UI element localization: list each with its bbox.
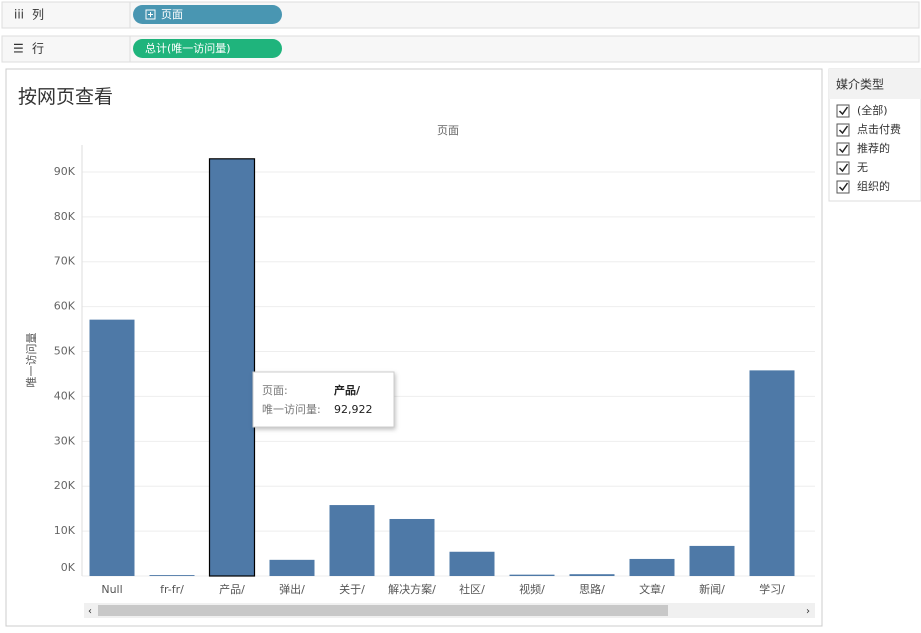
y-tick-label: 0K: [61, 561, 76, 574]
bar: [208, 158, 256, 577]
y-tick-label: 60K: [54, 300, 76, 313]
y-tick-label: 30K: [54, 434, 76, 447]
y-tick-label: 90K: [54, 165, 76, 178]
bar: [269, 559, 315, 576]
x-tick-label: 新闻/: [699, 582, 725, 596]
x-tick-label: 产品/: [219, 582, 245, 596]
x-tick-label: 社区/: [459, 582, 485, 596]
y-tick-label: 70K: [54, 255, 76, 268]
pill-label: 页面: [161, 8, 183, 21]
x-tick-label: 思路/: [579, 583, 605, 596]
x-tick-label: 弹出/: [279, 582, 305, 596]
tooltip-label: 唯一访问量:: [262, 403, 321, 416]
x-header: 页面: [437, 124, 459, 137]
bar: [329, 505, 375, 576]
x-tick-label: 学习/: [759, 582, 785, 596]
check: [838, 182, 849, 192]
bar: [509, 574, 555, 576]
x-tick-label: fr-fr/: [160, 583, 184, 596]
pill[interactable]: [133, 5, 282, 24]
bar: [689, 545, 735, 576]
shelf-label: 列: [32, 8, 44, 22]
pill-label: 总计(唯一访问量): [145, 41, 231, 55]
y-axis-title: 唯一访问量: [25, 333, 38, 388]
shelf-label: 行: [32, 42, 44, 56]
bar: [569, 574, 615, 576]
filter-item: 组织的: [857, 179, 890, 193]
filter-item: 无: [857, 161, 868, 174]
x-tick-label: 解决方案/: [388, 582, 436, 596]
svg-text:iii: iii: [14, 8, 24, 22]
x-tick-label: 视频/: [519, 582, 545, 596]
y-tick-label: 50K: [54, 345, 76, 358]
scroll-thumb[interactable]: [98, 605, 668, 616]
tooltip-value: 92,922: [334, 403, 373, 416]
filter-item: 点击付费: [857, 123, 901, 136]
y-tick-label: 80K: [54, 210, 76, 223]
bar: [149, 575, 195, 576]
tooltip-label: 页面:: [262, 384, 288, 397]
bar: [749, 370, 795, 576]
tooltip: [252, 371, 395, 428]
svg-text:›: ›: [806, 606, 810, 617]
x-tick-label: 文章/: [639, 582, 665, 596]
y-tick-label: 20K: [54, 479, 76, 492]
tooltip-value: 产品/: [334, 383, 361, 397]
chart-title: 按网页查看: [18, 86, 113, 108]
svg-text:‹: ‹: [88, 606, 92, 617]
bar: [389, 518, 435, 576]
y-tick-label: 40K: [54, 389, 76, 402]
filter-item: 推荐的: [857, 141, 890, 155]
check: [838, 144, 849, 154]
filter-title: 媒介类型: [836, 78, 884, 92]
check: [838, 125, 849, 135]
bar: [449, 551, 495, 576]
bar: [89, 319, 135, 576]
bar: [629, 558, 675, 576]
y-tick-label: 10K: [54, 524, 76, 537]
x-tick-label: Null: [101, 583, 122, 596]
svg-text:☰: ☰: [13, 42, 24, 56]
filter-item: (全部): [857, 103, 888, 117]
check: [838, 106, 849, 116]
pill[interactable]: [133, 39, 282, 58]
check: [838, 163, 849, 173]
x-tick-label: 关于/: [339, 582, 365, 596]
